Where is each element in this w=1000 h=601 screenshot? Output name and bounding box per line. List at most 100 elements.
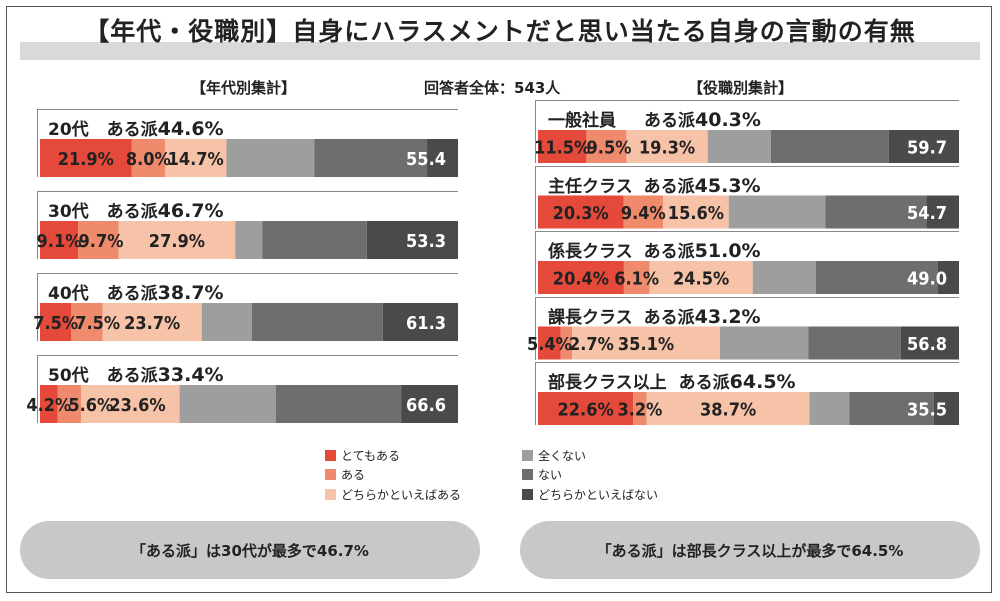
category-name: 主任クラス (548, 176, 633, 197)
group-tick (535, 362, 536, 425)
bar-segment (179, 385, 276, 423)
category-label: 主任クラス ある派45.3% (548, 172, 761, 197)
aru-ha-value: 51.0% (694, 240, 761, 262)
segment-label: 6.1% (614, 269, 659, 290)
category-label: 課長クラス ある派43.2% (548, 303, 761, 328)
category-name: 40代 (48, 284, 89, 304)
segment-label: 9.5% (587, 138, 632, 159)
segment-label: 4.2% (26, 395, 71, 416)
bar-segment (164, 139, 227, 177)
category-name: 20代 (48, 120, 89, 140)
bar-segment (933, 392, 959, 425)
category-label: 50代 ある派33.4% (48, 361, 224, 386)
bar-segment (623, 195, 664, 229)
bar-segment (118, 221, 236, 259)
group-line (535, 362, 959, 363)
bar-segment (538, 261, 624, 294)
bar-segment (649, 261, 753, 294)
group-tick (37, 355, 38, 423)
legend-swatch (325, 489, 336, 500)
segment-label: 22.6% (558, 400, 614, 421)
bar-segment (401, 385, 458, 423)
category-label: 一般社員 ある派40.3% (548, 106, 761, 131)
nai-ha-value: 35.5 (907, 400, 947, 421)
category-name: 課長クラス (548, 307, 633, 328)
nai-ha-value: 53.3 (406, 231, 446, 252)
aru-ha-label: ある派 (644, 111, 695, 131)
bar-segment (560, 326, 573, 360)
legend-label: どちらかといえばある (341, 488, 462, 502)
aru-ha-value: 64.5% (729, 371, 796, 393)
group-tick (37, 191, 38, 259)
group-tick (535, 296, 536, 360)
aru-ha-value: 45.3% (694, 174, 761, 197)
legend-label: ない (538, 468, 563, 482)
segment-label: 23.7% (124, 313, 180, 334)
segment-label: 3.2% (617, 400, 662, 421)
group-tick (37, 273, 38, 341)
bar-segment (633, 392, 647, 425)
bar-segment (131, 139, 165, 177)
nai-ha-value: 54.7 (907, 203, 947, 224)
legend-swatch (522, 489, 533, 500)
aru-ha-value: 46.7% (157, 200, 224, 222)
bar-segment (538, 392, 634, 425)
segment-label: 24.5% (673, 269, 729, 290)
group-line (37, 273, 458, 274)
segment-label: 5.6% (68, 395, 113, 416)
bar-segment (900, 326, 959, 360)
bar-segment (815, 261, 938, 294)
segment-label: 9.1% (37, 231, 82, 252)
segment-label: 20.4% (553, 269, 609, 290)
nai-ha-value: 59.7 (907, 138, 947, 159)
chart-frame (6, 6, 992, 593)
bar-segment (538, 195, 624, 229)
legend-label: ある (341, 468, 366, 482)
bar-segment (770, 130, 889, 163)
bar-segment (382, 303, 458, 341)
bar-segment (825, 195, 927, 229)
bar-segment (646, 392, 810, 425)
bar-segment (57, 385, 81, 423)
nai-ha-value: 66.6 (406, 395, 446, 416)
bar-segment (707, 130, 771, 163)
bar-segment (427, 139, 458, 177)
bar-segment (586, 130, 627, 163)
legend-label: 全くない (538, 449, 587, 463)
aru-ha-label: ある派 (678, 373, 730, 393)
title-band (20, 42, 980, 60)
bar-segment (262, 221, 367, 259)
bar-segment (226, 139, 315, 177)
age-chart-heading: 【年代別集計】 (191, 79, 297, 97)
segment-label: 15.6% (668, 203, 724, 224)
aru-ha-value: 33.4% (157, 364, 224, 386)
segment-label: 7.5% (33, 313, 78, 334)
legend-swatch (325, 450, 336, 461)
segment-label: 19.3% (639, 138, 695, 159)
legend-label: とてもある (341, 449, 401, 463)
bar-segment (251, 303, 383, 341)
segment-label: 7.5% (75, 313, 120, 334)
legend-mattaku-nai: 全くない (522, 447, 586, 464)
group-tick (535, 100, 536, 163)
group-tick (37, 109, 38, 177)
bar-segment (937, 261, 959, 294)
group-tick (535, 165, 536, 229)
category-name: 部長クラス以上 (548, 373, 667, 393)
segment-label: 11.5% (534, 138, 590, 159)
legend-aru: ある (325, 466, 365, 483)
page-title: 【年代・役職別】自身にハラスメントだと思い当たる自身の言動の有無 (84, 17, 916, 46)
bar-segment (808, 326, 901, 360)
segment-label: 27.9% (149, 231, 205, 252)
bar-segment (78, 221, 119, 259)
aru-ha-label: ある派 (106, 366, 158, 386)
bar-segment (752, 261, 816, 294)
group-line (535, 296, 959, 298)
bar-segment (538, 326, 561, 360)
nai-ha-value: 61.3 (406, 313, 446, 334)
aru-ha-value: 44.6% (157, 118, 224, 140)
group-line (535, 100, 959, 101)
bar-segment (80, 385, 180, 423)
position-chart-heading: 【役職別集計】 (688, 79, 794, 97)
legend-nai: ない (522, 466, 562, 483)
